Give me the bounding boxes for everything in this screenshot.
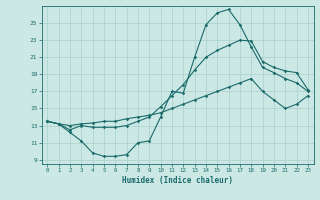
X-axis label: Humidex (Indice chaleur): Humidex (Indice chaleur) [122,176,233,185]
